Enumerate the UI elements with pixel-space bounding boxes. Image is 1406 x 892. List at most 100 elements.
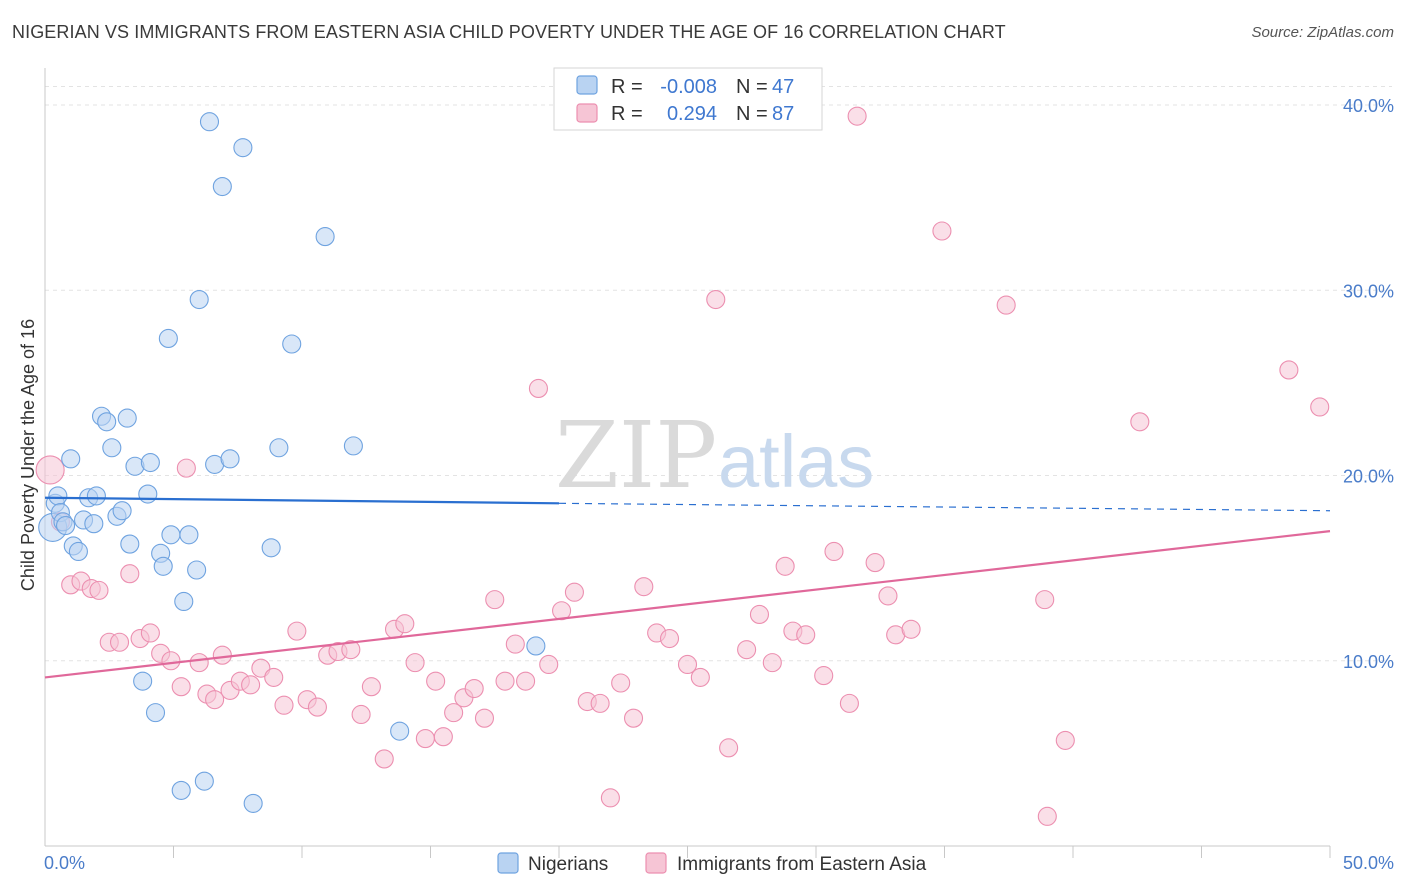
eastern-asia-point-83 xyxy=(1130,412,1150,432)
nigerians-point-17 xyxy=(112,501,132,521)
nigerians-point-12 xyxy=(86,486,106,506)
nigerians-point-29 xyxy=(171,780,191,800)
eastern-asia-point-62 xyxy=(706,289,726,310)
nigerians-point-2 xyxy=(48,486,68,506)
eastern-asia-point-64 xyxy=(737,640,757,660)
legend-n-value-eastern-asia: 87 xyxy=(772,103,794,125)
series-legend-label-nigerians: Nigerians xyxy=(528,854,608,875)
eastern-asia-point-79 xyxy=(996,295,1016,315)
eastern-asia-point-42 xyxy=(464,678,484,699)
nigerians-trend-line xyxy=(44,496,560,505)
eastern-asia-point-82 xyxy=(1055,730,1075,750)
eastern-asia-point-63 xyxy=(719,738,739,758)
eastern-asia-point-75 xyxy=(878,586,898,606)
nigerians-trend-line-dashed xyxy=(558,502,1331,512)
y-tick-label-30: 30.0% xyxy=(1343,281,1394,301)
nigerians-point-38 xyxy=(220,449,240,469)
eastern-asia-point-12 xyxy=(161,651,181,671)
nigerians-point-27 xyxy=(158,328,178,348)
eastern-asia-point-37 xyxy=(415,729,435,749)
legend-n-label-nigerians: N = xyxy=(736,76,768,98)
eastern-asia-point-13 xyxy=(171,677,191,697)
eastern-asia-point-25 xyxy=(287,621,307,641)
trend-lines xyxy=(44,496,1331,679)
eastern-asia-point-23 xyxy=(264,667,284,687)
eastern-asia-point-72 xyxy=(839,693,859,713)
eastern-asia-point-67 xyxy=(775,556,795,576)
nigerians-point-6 xyxy=(61,449,81,469)
eastern-asia-point-30 xyxy=(341,640,361,660)
nigerians-point-34 xyxy=(194,771,214,791)
eastern-asia-point-51 xyxy=(564,582,584,602)
nigerians-point-11 xyxy=(84,514,104,534)
eastern-asia-point-44 xyxy=(485,590,505,610)
eastern-asia-point-57 xyxy=(634,577,654,597)
eastern-asia-point-81 xyxy=(1037,806,1057,826)
eastern-asia-point-59 xyxy=(659,628,680,649)
legend-n-value-nigerians: 47 xyxy=(772,76,794,98)
y-axis-label: Child Poverty Under the Age of 16 xyxy=(18,319,38,591)
legend-n-label-eastern-asia: N = xyxy=(736,103,768,125)
chart-title: NIGERIAN VS IMMIGRANTS FROM EASTERN ASIA… xyxy=(12,22,1006,42)
y-tick-label-20: 20.0% xyxy=(1343,467,1394,487)
nigerians-points xyxy=(38,112,546,813)
y-tick-label-40: 40.0% xyxy=(1343,96,1394,116)
eastern-asia-point-38 xyxy=(426,671,446,691)
eastern-asia-point-55 xyxy=(611,673,631,693)
nigerians-point-45 xyxy=(343,436,363,456)
nigerians-point-35 xyxy=(199,112,220,132)
eastern-asia-point-56 xyxy=(623,708,644,728)
eastern-asia-point-18 xyxy=(212,645,232,665)
eastern-asia-point-35 xyxy=(395,614,415,634)
series-legend-swatch-eastern-asia xyxy=(645,852,667,874)
source-label: Source: ZipAtlas.com xyxy=(1251,24,1394,41)
eastern-asia-point-15 xyxy=(189,653,209,673)
series-legend-swatch-nigerians xyxy=(497,852,519,874)
eastern-asia-point-45 xyxy=(495,671,515,691)
eastern-asia-point-40 xyxy=(444,703,464,723)
nigerians-point-28 xyxy=(161,525,181,545)
eastern-asia-point-46 xyxy=(505,634,525,654)
nigerians-point-8 xyxy=(68,541,88,562)
eastern-asia-point-60 xyxy=(677,654,698,675)
nigerians-point-14 xyxy=(97,412,117,432)
eastern-asia-point-39 xyxy=(433,727,453,747)
nigerians-point-21 xyxy=(133,671,153,691)
nigerians-point-43 xyxy=(282,334,302,354)
eastern-asia-point-21 xyxy=(241,675,261,695)
nigerians-point-23 xyxy=(140,453,160,473)
legend-r-label-eastern-asia: R = xyxy=(611,103,643,125)
nigerians-point-18 xyxy=(117,408,137,428)
eastern-asia-point-69 xyxy=(796,625,816,645)
legend-r-value-eastern-asia: 0.294 xyxy=(667,103,717,125)
nigerians-point-37 xyxy=(212,177,232,197)
eastern-asia-point-0 xyxy=(35,455,65,485)
legend-box xyxy=(553,67,823,131)
nigerians-point-32 xyxy=(187,560,207,580)
eastern-asia-point-31 xyxy=(351,704,371,725)
eastern-asia-point-54 xyxy=(600,788,620,808)
eastern-asia-point-43 xyxy=(474,708,495,728)
eastern-asia-point-85 xyxy=(1310,397,1330,417)
nigerians-point-30 xyxy=(174,591,194,612)
eastern-asia-point-70 xyxy=(814,666,834,686)
nigerians-point-46 xyxy=(390,721,410,741)
nigerians-point-40 xyxy=(243,793,263,813)
eastern-asia-point-80 xyxy=(1035,590,1055,610)
nigerians-point-39 xyxy=(233,138,253,158)
legend-swatch-eastern-asia xyxy=(576,103,598,123)
nigerians-point-5 xyxy=(56,515,76,536)
x-ticks xyxy=(173,846,1331,858)
series-legend: Nigerians Immigrants from Eastern Asia xyxy=(497,852,927,875)
series-legend-label-eastern-asia: Immigrants from Eastern Asia xyxy=(677,854,927,875)
nigerians-point-41 xyxy=(261,538,281,558)
nigerians-point-15 xyxy=(102,438,122,458)
eastern-asia-point-14 xyxy=(176,458,196,478)
nigerians-point-33 xyxy=(189,289,209,310)
eastern-asia-trend-line xyxy=(44,530,1331,679)
eastern-asia-point-27 xyxy=(307,697,327,717)
eastern-asia-point-8 xyxy=(120,564,140,584)
eastern-asia-point-36 xyxy=(405,653,425,673)
eastern-asia-point-17 xyxy=(205,690,225,710)
